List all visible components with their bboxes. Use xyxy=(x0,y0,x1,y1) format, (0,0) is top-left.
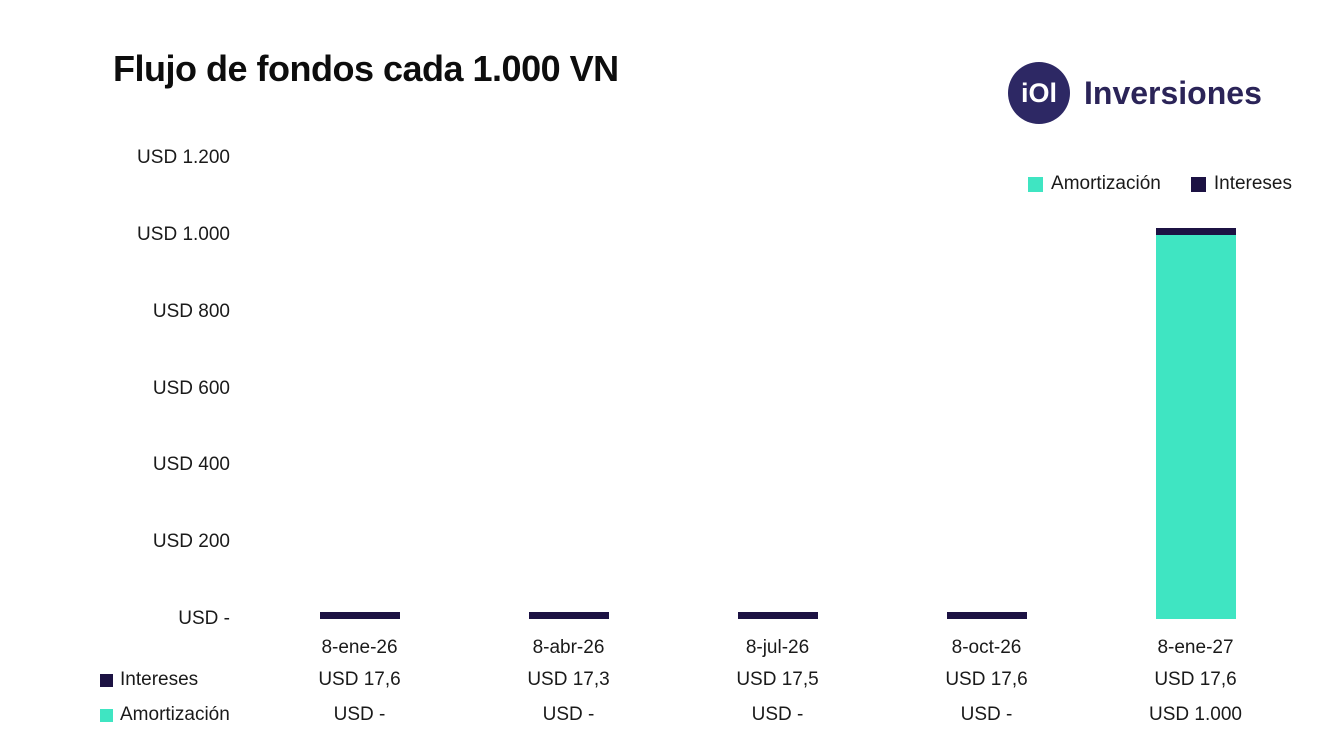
page-title: Flujo de fondos cada 1.000 VN xyxy=(113,48,619,89)
y-axis-tick: USD - xyxy=(178,608,230,629)
brand-logo: iOl Inversiones xyxy=(1008,62,1262,124)
table-row-label-amortizacion: Amortización xyxy=(100,704,230,726)
y-axis-tick: USD 1.000 xyxy=(137,223,230,245)
bar-amortizacion-8-ene-27 xyxy=(1155,234,1236,619)
table-cell-amortizacion-8-ene-26: USD - xyxy=(333,704,386,725)
table-row-swatch-icon xyxy=(100,708,113,722)
legend-swatch-icon xyxy=(1190,176,1206,192)
y-axis-tick: USD 1.200 xyxy=(137,147,230,168)
legend-swatch-icon xyxy=(1028,176,1044,192)
table-cell-intereses-8-jul-26: USD 17,5 xyxy=(736,669,819,690)
y-axis-tick: USD 400 xyxy=(152,454,230,476)
table-cell-amortizacion-8-ene-27: USD 1.000 xyxy=(1149,704,1242,725)
y-axis-tick: USD 200 xyxy=(152,531,230,553)
table-cell-intereses-8-oct-26: USD 17,6 xyxy=(945,669,1028,690)
table-row-swatch-icon xyxy=(100,673,113,687)
table-row-name: Amortización xyxy=(120,704,230,725)
brand-name: Inversiones xyxy=(1084,74,1262,111)
brand-logo-icon: iOl xyxy=(1008,62,1070,124)
x-axis-label-8-jul-26: 8-jul-26 xyxy=(745,637,810,658)
table-row-name: Intereses xyxy=(120,669,199,690)
table-cell-intereses-8-ene-27: USD 17,6 xyxy=(1154,669,1237,690)
table-row-label-intereses: Intereses xyxy=(100,669,198,691)
bar-intereses-8-ene-27 xyxy=(1155,228,1236,235)
bar-intereses-8-jul-26 xyxy=(737,612,818,619)
table-cell-amortizacion-8-oct-26: USD - xyxy=(960,704,1013,725)
y-axis-tick: USD 600 xyxy=(152,377,230,399)
bar-intereses-8-abr-26 xyxy=(528,612,609,619)
table-cell-intereses-8-abr-26: USD 17,3 xyxy=(527,669,610,690)
x-axis-label-8-oct-26: 8-oct-26 xyxy=(951,637,1022,658)
legend-item-intereses: Intereses xyxy=(1190,173,1292,195)
x-axis-label-8-ene-27: 8-ene-27 xyxy=(1157,637,1234,658)
bar-intereses-8-oct-26 xyxy=(946,612,1027,619)
table-cell-amortizacion-8-abr-26: USD - xyxy=(542,704,595,725)
x-axis-label-8-abr-26: 8-abr-26 xyxy=(532,637,605,658)
chart-legend: Amortización Intereses xyxy=(1028,173,1292,195)
y-axis-tick: USD 800 xyxy=(152,300,230,322)
brand-logo-icon-text: iOl xyxy=(1020,77,1057,108)
bar-intereses-8-ene-26 xyxy=(319,612,400,619)
table-cell-amortizacion-8-jul-26: USD - xyxy=(751,704,804,725)
table-cell-intereses-8-ene-26: USD 17,6 xyxy=(318,669,401,690)
legend-label: Amortización xyxy=(1051,173,1161,194)
legend-item-amortizacion: Amortización xyxy=(1028,173,1161,195)
x-axis-label-8-ene-26: 8-ene-26 xyxy=(321,637,398,658)
legend-label: Intereses xyxy=(1213,173,1292,194)
